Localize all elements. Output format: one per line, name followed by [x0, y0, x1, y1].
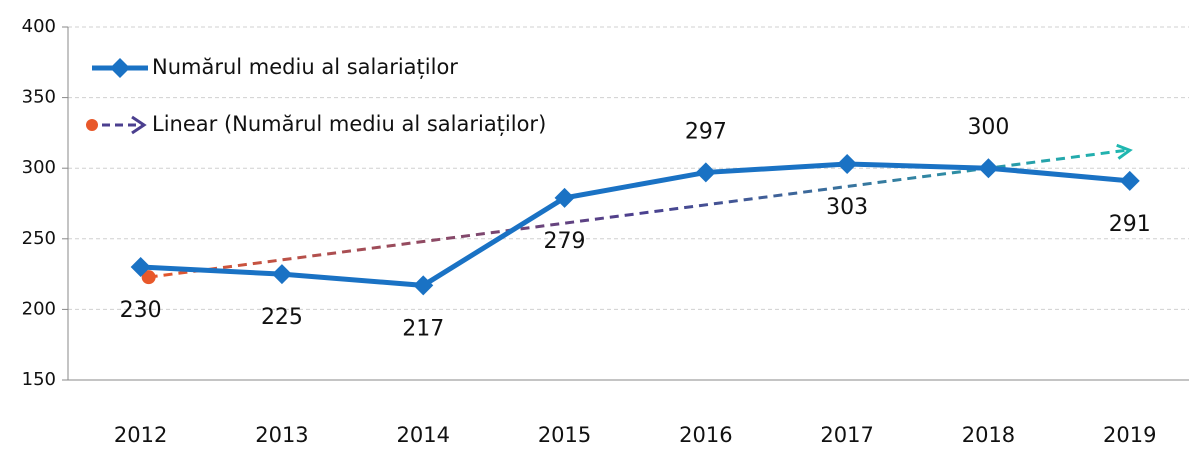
data-label: 225 — [261, 305, 303, 330]
x-tick-label: 2013 — [255, 423, 308, 447]
y-tick-label: 250 — [22, 228, 56, 249]
trend-arrow — [1116, 143, 1133, 160]
marker — [695, 162, 716, 183]
y-tick-label: 350 — [22, 87, 56, 108]
marker — [130, 257, 151, 278]
x-tick-label: 2012 — [114, 423, 167, 447]
x-tick-label: 2015 — [538, 423, 591, 447]
marker — [413, 275, 434, 296]
legend-label: Linear (Numărul mediu al salariaților) — [152, 112, 546, 136]
x-tick-label: 2017 — [820, 423, 873, 447]
y-tick-label: 150 — [22, 369, 56, 390]
data-label: 217 — [402, 316, 444, 341]
marker — [978, 158, 999, 179]
x-tick-label: 2016 — [679, 423, 732, 447]
x-tick-label: 2018 — [962, 423, 1015, 447]
trend-start — [141, 270, 156, 285]
legend-trend-arrow — [131, 115, 147, 135]
legend-trend-dot — [86, 119, 98, 131]
x-tick-label: 2014 — [397, 423, 450, 447]
data-label: 297 — [685, 119, 727, 144]
x-tick-label: 2019 — [1103, 423, 1156, 447]
data-label: 291 — [1109, 212, 1151, 237]
data-label: 230 — [120, 298, 162, 323]
legend-label: Numărul mediu al salariaților — [152, 55, 458, 79]
legend-marker — [110, 58, 130, 78]
y-tick-label: 300 — [22, 157, 56, 178]
data-label: 279 — [544, 229, 586, 254]
marker — [271, 264, 292, 285]
data-label: 303 — [826, 195, 868, 220]
data-label: 300 — [967, 115, 1009, 140]
marker — [1119, 170, 1140, 191]
y-tick-label: 200 — [22, 298, 56, 319]
series-line — [140, 161, 1130, 288]
y-tick-label: 400 — [22, 16, 56, 37]
marker — [554, 187, 575, 208]
marker — [837, 153, 858, 174]
